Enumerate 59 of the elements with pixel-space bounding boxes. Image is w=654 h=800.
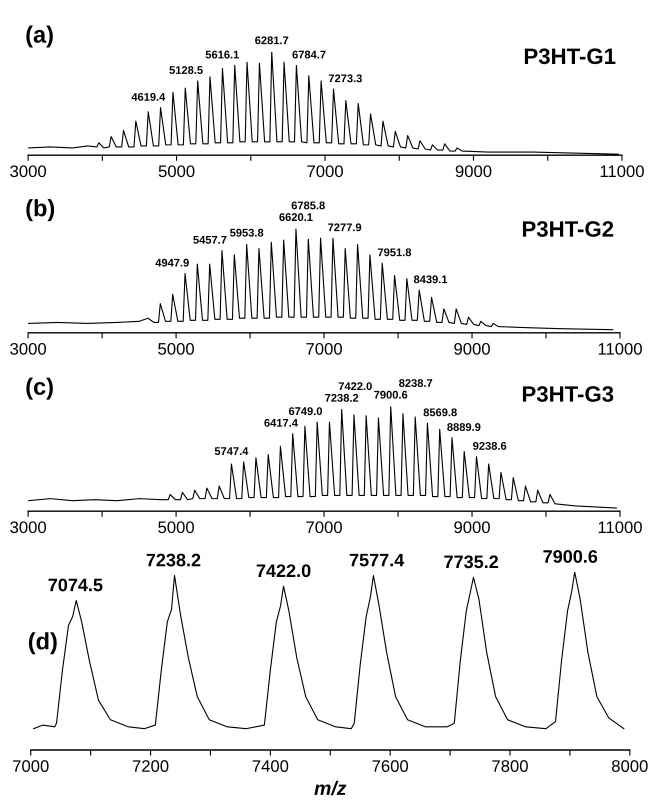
annotation: 4947.9 <box>155 258 189 267</box>
annotation: 5128.5 <box>169 66 203 74</box>
x-tick-label: 11000 <box>600 165 644 178</box>
annotation: 7238.2 <box>325 394 358 402</box>
annotation: 4619.4 <box>132 92 166 101</box>
x-tick-label: 8000 <box>612 760 648 772</box>
chart-subtitle: P3HT-G3 <box>522 386 614 402</box>
x-axis-title: m/z <box>314 780 346 796</box>
x-tick-label: 7400 <box>252 760 288 772</box>
x-tick-label: 9000 <box>456 165 492 178</box>
annotation: 7735.2 <box>444 555 498 568</box>
chart-subtitle: P3HT-G1 <box>524 48 616 64</box>
annotation: 5457.7 <box>193 236 226 244</box>
x-tick-label: 3000 <box>10 521 46 534</box>
annotation: 6281.7 <box>255 36 288 44</box>
annotation: 8889.9 <box>447 423 480 431</box>
annotation: 7273.3 <box>328 74 362 82</box>
annotation: 8238.7 <box>399 379 432 387</box>
annotation: 6784.7 <box>292 50 326 59</box>
x-tick-label: 7000 <box>306 521 342 534</box>
x-tick-label: 7800 <box>492 760 528 772</box>
x-tick-label: 7000 <box>13 760 49 772</box>
annotation: 7074.5 <box>48 578 102 592</box>
annotation: 7422.0 <box>338 382 372 390</box>
x-tick-label: 9000 <box>454 521 490 534</box>
annotation: 6620.1 <box>279 213 313 222</box>
annotation: 6749.0 <box>288 407 322 416</box>
annotation: 7951.8 <box>378 248 412 256</box>
chart-subtitle: P3HT-G2 <box>522 221 614 237</box>
annotation: 6417.4 <box>264 418 298 427</box>
x-tick-label: 3000 <box>10 342 46 355</box>
annotation: 7238.2 <box>146 554 200 566</box>
annotation: 6785.8 <box>292 201 325 210</box>
annotation: 7900.6 <box>543 550 598 563</box>
annotation: 7577.4 <box>350 554 404 566</box>
annotation: 7277.9 <box>328 223 362 232</box>
annotation: 5616.1 <box>206 50 239 59</box>
chart-title: (b) <box>26 199 54 222</box>
annotation: 9238.6 <box>473 442 506 450</box>
annotation: 8439.1 <box>414 275 448 284</box>
annotation: 5747.4 <box>214 447 248 456</box>
x-tick-label: 7200 <box>132 760 168 772</box>
x-tick-label: 11000 <box>598 342 642 355</box>
x-tick-label: 5000 <box>158 521 194 534</box>
chart-title: (a) <box>26 26 53 48</box>
annotation: 5953.8 <box>230 228 264 237</box>
annotation: 7422.0 <box>256 564 310 578</box>
x-tick-label: 7000 <box>307 165 343 178</box>
x-tick-label: 5000 <box>158 342 194 355</box>
chart-title: (c) <box>26 378 53 400</box>
annotation: 8569.8 <box>424 408 457 416</box>
text: (d) <box>28 632 57 654</box>
x-tick-label: 9000 <box>454 342 490 355</box>
x-tick-label: 7600 <box>372 760 408 772</box>
annotation: 7900.6 <box>374 390 408 399</box>
x-tick-label: 5000 <box>158 165 194 178</box>
x-tick-label: 7000 <box>306 342 342 355</box>
x-tick-label: 3000 <box>10 165 46 178</box>
x-tick-label: 11000 <box>598 521 642 534</box>
